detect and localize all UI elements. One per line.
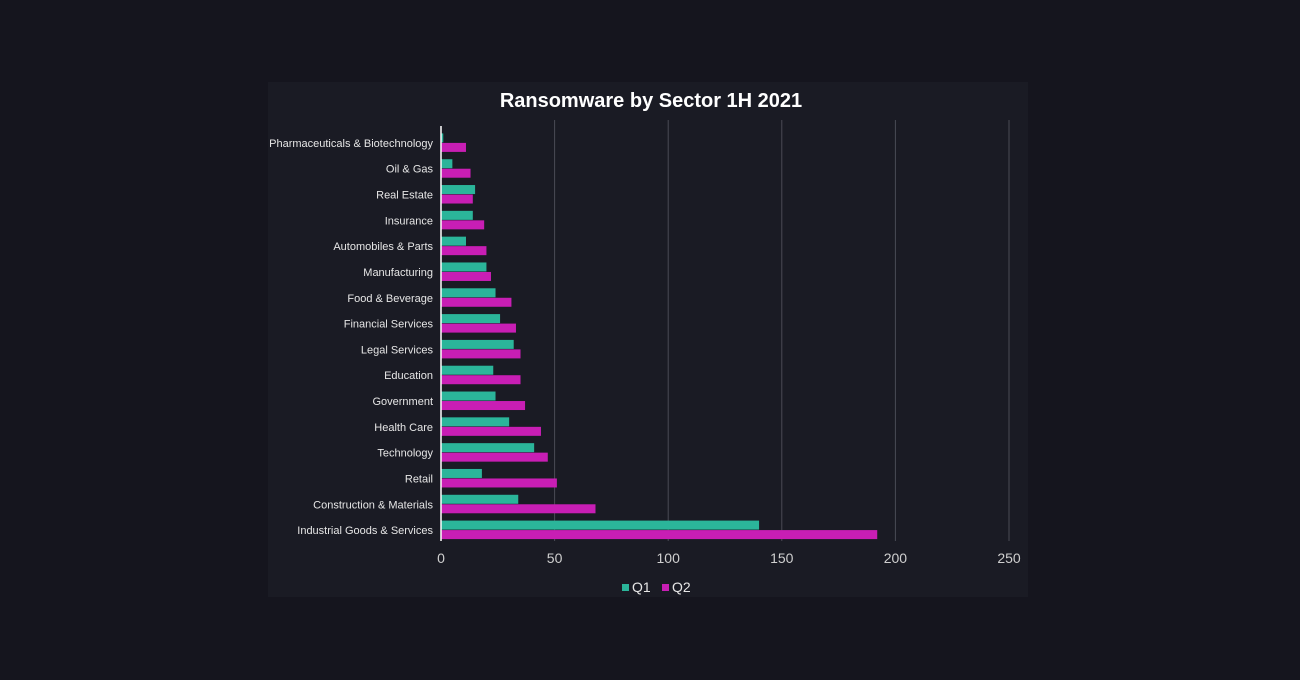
bar-q1 [441,365,494,375]
bar-q2 [441,194,473,204]
bars [441,133,878,540]
category-label: Manufacturing [363,267,433,279]
category-label: Automobiles & Parts [333,241,433,253]
bar-q1 [441,417,510,427]
category-label: Real Estate [376,190,433,202]
x-tick-label: 150 [770,550,794,566]
bar-q1 [441,520,760,530]
bar-q2 [441,297,512,307]
category-label: Education [384,370,433,382]
bar-q1 [441,185,476,195]
bar-q2 [441,452,548,462]
x-tick-label: 100 [657,550,681,566]
category-label: Retail [405,473,433,485]
category-label: Insurance [385,215,433,227]
category-label: Financial Services [344,319,434,331]
legend-swatch-q1 [622,584,629,591]
bar-q1 [441,468,482,478]
bar-q2 [441,349,521,359]
category-label: Technology [377,448,433,460]
chart-panel: Ransomware by Sector 1H 2021 Pharmaceuti… [268,82,1028,597]
category-label: Food & Beverage [347,293,433,305]
bar-q2 [441,401,526,411]
category-label: Government [372,396,433,408]
category-label: Pharmaceuticals & Biotechnology [269,138,433,150]
legend-label-q2: Q2 [672,579,691,595]
bar-q2 [441,142,466,152]
bar-q2 [441,323,516,333]
bar-q2 [441,271,491,281]
x-axis-ticks: 0 50 100 150 200 250 [437,550,1021,566]
gridlines [554,120,1010,541]
bar-q1 [441,236,466,246]
bar-q2 [441,168,471,178]
bar-q1 [441,288,496,298]
legend-label-q1: Q1 [632,579,651,595]
bar-q1 [441,210,473,220]
category-label: Industrial Goods & Services [297,525,433,537]
x-tick-label: 200 [884,550,908,566]
category-label: Oil & Gas [386,164,434,176]
category-label: Legal Services [361,344,434,356]
bar-q1 [441,159,453,169]
bar-q1 [441,133,444,143]
x-tick-label: 250 [997,550,1021,566]
legend-swatch-q2 [662,584,669,591]
bar-q2 [441,426,541,436]
bar-q2 [441,504,596,514]
legend: Q1 Q2 [622,579,691,595]
bar-q1 [441,391,496,401]
bar-q1 [441,443,535,453]
x-tick-label: 0 [437,550,445,566]
bar-q2 [441,220,485,230]
bar-q2 [441,478,557,488]
bar-q1 [441,494,519,504]
bar-q1 [441,314,501,324]
bar-q1 [441,339,514,349]
bar-q2 [441,246,487,256]
x-tick-label: 50 [547,550,563,566]
category-label: Construction & Materials [313,499,433,511]
category-label: Health Care [374,422,433,434]
bar-chart: Ransomware by Sector 1H 2021 Pharmaceuti… [269,90,1021,595]
bar-q2 [441,375,521,385]
bar-q2 [441,530,878,540]
bar-q1 [441,262,487,272]
category-labels: Pharmaceuticals & Biotechnology Oil & Gas… [269,138,433,537]
chart-title: Ransomware by Sector 1H 2021 [500,90,802,112]
